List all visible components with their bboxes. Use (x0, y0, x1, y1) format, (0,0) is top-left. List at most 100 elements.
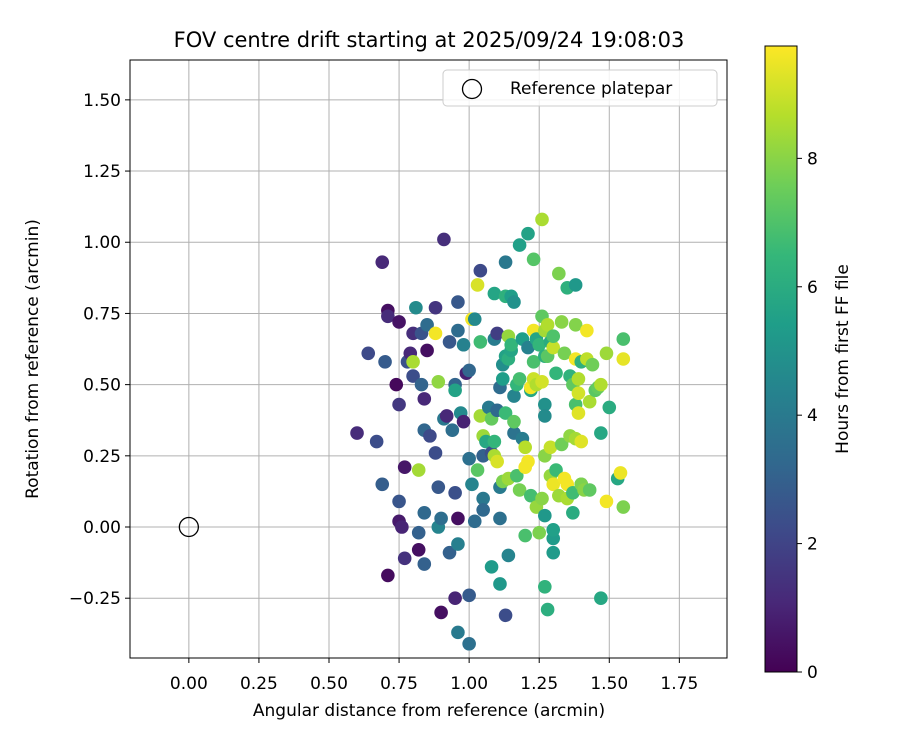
data-point (465, 477, 479, 492)
data-point (546, 329, 561, 344)
data-point (526, 252, 541, 267)
data-point (582, 394, 597, 409)
data-point (375, 255, 390, 269)
data-point (414, 377, 429, 392)
legend-label: Reference platepar (510, 79, 672, 99)
legend: Reference platepar (442, 69, 718, 107)
plot-frame (129, 59, 728, 659)
data-point (462, 363, 476, 378)
y-tick-label: 0.00 (83, 518, 121, 538)
colorbar-tick-label: 0 (807, 663, 818, 683)
legend-marker-circle (461, 78, 483, 100)
data-point (448, 486, 462, 500)
colorbar-label: Hours from first FF file (833, 264, 853, 454)
data-point (470, 278, 485, 292)
data-point (473, 335, 488, 349)
data-point (538, 580, 552, 594)
data-point (417, 557, 432, 571)
data-point (431, 374, 446, 389)
data-point (411, 542, 426, 557)
data-point (498, 406, 513, 420)
data-point (616, 332, 631, 346)
y-tick-label: 1.50 (83, 91, 121, 111)
data-point (512, 483, 527, 497)
data-point (613, 466, 628, 480)
data-point (540, 318, 555, 332)
data-point (451, 511, 465, 526)
y-axis-label: Rotation from reference (arcmin) (23, 219, 43, 499)
x-axis-ticks: 0.00 0.25 0.50 0.75 1.00 1.25 1.50 1.75 (170, 658, 698, 694)
data-point (473, 263, 488, 278)
data-point (512, 372, 527, 386)
data-point (439, 409, 454, 423)
data-point (434, 605, 448, 620)
data-point (568, 278, 583, 292)
data-point (417, 505, 432, 520)
data-point (540, 602, 555, 617)
data-point (504, 337, 518, 352)
data-point (599, 346, 614, 361)
data-point (535, 374, 549, 389)
data-point (495, 372, 510, 386)
data-point (350, 426, 364, 440)
data-point (378, 355, 392, 369)
data-point (526, 355, 541, 369)
data-point (507, 295, 521, 309)
data-point (487, 286, 502, 301)
data-point (574, 434, 589, 449)
x-tick-label: 0.25 (240, 674, 278, 694)
data-point (389, 377, 404, 392)
data-point (490, 454, 504, 469)
data-point (462, 451, 476, 466)
data-point (411, 463, 426, 477)
data-point (451, 323, 465, 338)
x-tick-label: 0.00 (170, 674, 208, 694)
data-point (381, 568, 395, 583)
x-tick-label: 0.50 (310, 674, 348, 694)
colorbar-tick-label: 4 (807, 406, 818, 426)
data-point (420, 318, 434, 332)
colorbar-tick-label: 8 (807, 149, 818, 169)
data-point (428, 446, 443, 460)
data-point (434, 511, 448, 526)
data-point (411, 525, 426, 540)
data-point (535, 491, 549, 506)
data-point (392, 397, 406, 412)
data-point (381, 309, 395, 324)
x-axis-label: Angular distance from reference (arcmin) (253, 701, 605, 721)
data-point (448, 591, 462, 605)
data-point (484, 560, 499, 574)
reference-platepar-marker (178, 516, 200, 538)
data-point (423, 429, 437, 443)
data-point (442, 545, 457, 560)
data-point (524, 488, 538, 503)
data-point (456, 337, 471, 352)
y-tick-label: 0.50 (83, 376, 121, 396)
data-point (521, 454, 535, 469)
data-point (476, 503, 490, 517)
data-point (507, 389, 521, 403)
data-point (582, 483, 597, 497)
data-point (512, 238, 527, 252)
data-point (437, 232, 451, 247)
data-point (580, 323, 594, 338)
data-point (428, 326, 443, 341)
data-point (521, 226, 535, 241)
data-point (462, 588, 476, 603)
reference-marker-group (178, 516, 200, 538)
data-point (361, 346, 376, 361)
data-point (546, 545, 561, 560)
data-point (409, 300, 423, 315)
data-point (538, 397, 552, 412)
data-point (467, 514, 482, 529)
data-point (546, 523, 561, 537)
data-point (566, 486, 580, 500)
data-point (456, 414, 471, 429)
data-point (451, 295, 465, 309)
data-point (470, 463, 485, 477)
data-point (476, 491, 490, 506)
data-point (406, 355, 420, 369)
data-point (451, 537, 465, 551)
data-point (585, 357, 600, 372)
